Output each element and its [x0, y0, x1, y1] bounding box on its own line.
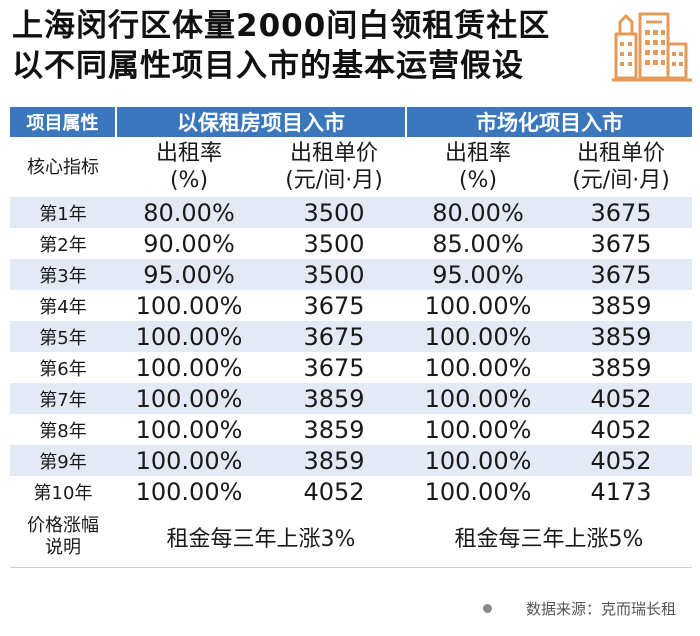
- source-text: 数据来源：克而瑞长租: [525, 600, 676, 618]
- row-year: 第9年: [10, 445, 116, 476]
- row-year: 第6年: [39, 358, 87, 380]
- cell-g1-price: 3859: [262, 383, 406, 414]
- cell-g2-rate: 80.00%: [406, 197, 550, 228]
- cell-g2-price: 3675: [590, 229, 652, 258]
- table-row: 第6年 100.00% 3675 100.00% 3859: [10, 352, 692, 383]
- buildings-icon: [612, 12, 692, 82]
- subheader-g2-rate: 出租率 (%): [444, 141, 511, 193]
- cell-g2-rate: 100.00%: [424, 415, 532, 444]
- note-market: 租金每三年上涨5%: [406, 507, 692, 568]
- subheader-g1-rate: 出租率 (%): [155, 141, 222, 193]
- cell-g2-price: 4052: [550, 445, 692, 476]
- row-year: 第5年: [10, 321, 116, 352]
- cell-g1-rate: 100.00%: [116, 383, 262, 414]
- cell-g1-rate: 100.00%: [116, 445, 262, 476]
- table-row: 第8年 100.00% 3859 100.00% 4052: [10, 414, 692, 445]
- cell-g1-rate: 100.00%: [135, 291, 243, 320]
- table-note-row: 价格涨幅 说明 租金每三年上涨3% 租金每三年上涨5%: [10, 507, 692, 568]
- header-attribute-label: 项目属性: [10, 107, 117, 137]
- cell-g2-rate: 100.00%: [424, 291, 532, 320]
- row-year: 第4年: [39, 296, 87, 318]
- cell-g1-rate: 100.00%: [116, 321, 262, 352]
- cell-g2-rate: 95.00%: [406, 259, 550, 290]
- cell-g1-price: 3500: [262, 197, 406, 228]
- assumptions-table: 项目属性 以保租房项目入市 市场化项目入市 核心指标 出租率 (%) 出租单价 …: [10, 107, 692, 568]
- header-affordable-group: 以保租房项目入市: [116, 107, 407, 137]
- table-row: 第2年 90.00% 3500 85.00% 3675: [10, 228, 692, 259]
- table-row: 第5年 100.00% 3675 100.00% 3859: [10, 321, 692, 352]
- table-row: 第3年 95.00% 3500 95.00% 3675: [10, 259, 692, 290]
- cell-g2-rate: 100.00%: [406, 383, 550, 414]
- cell-g2-rate: 100.00%: [406, 321, 550, 352]
- table-subheader-row: 核心指标 出租率 (%) 出租单价 (元/间·月) 出租率 (%) 出租单价 (…: [10, 137, 692, 197]
- cell-g2-price: 3859: [590, 291, 652, 320]
- cell-g1-price: 3675: [303, 353, 365, 382]
- cell-g2-price: 4173: [590, 477, 652, 506]
- cell-g1-price: 3859: [303, 415, 365, 444]
- row-year: 第2年: [39, 234, 87, 256]
- cell-g2-price: 3675: [550, 259, 692, 290]
- table-row: 第1年 80.00% 3500 80.00% 3675: [10, 197, 692, 228]
- cell-g2-price: 3675: [550, 197, 692, 228]
- header-market-group: 市场化项目入市: [406, 107, 692, 137]
- page-subtitle: 以不同属性项目入市的基本运营假设: [12, 48, 524, 84]
- note-affordable: 租金每三年上涨3%: [116, 507, 406, 568]
- row-year: 第1年: [10, 197, 116, 228]
- table-row: 第10年 100.00% 4052 100.00% 4173: [10, 476, 692, 507]
- cell-g2-rate: 100.00%: [406, 445, 550, 476]
- subheader-g1-price: 出租单价 (元/间·月): [285, 141, 383, 193]
- note-label: 价格涨幅 说明: [10, 507, 116, 568]
- title-block: 上海闵行区体量2000间白领租赁社区 以不同属性项目入市的基本运营假设: [12, 6, 550, 86]
- page-title: 上海闵行区体量2000间白领租赁社区: [12, 8, 551, 44]
- cell-g1-rate: 90.00%: [143, 229, 235, 258]
- cell-g1-price: 3675: [303, 291, 365, 320]
- cell-g2-rate: 85.00%: [432, 229, 524, 258]
- table-row: 第9年 100.00% 3859 100.00% 4052: [10, 445, 692, 476]
- cell-g2-rate: 100.00%: [424, 353, 532, 382]
- cell-g1-price: 3859: [262, 445, 406, 476]
- bullet-dot-icon: [482, 604, 492, 613]
- subheader-g2-price: 出租单价 (元/间·月): [572, 141, 670, 193]
- row-year: 第10年: [33, 482, 93, 504]
- cell-g1-rate: 100.00%: [135, 415, 243, 444]
- subheader-metric-label: 核心指标: [27, 156, 99, 178]
- cell-g1-price: 3500: [262, 259, 406, 290]
- cell-g1-price: 3500: [303, 229, 365, 258]
- row-year: 第3年: [10, 259, 116, 290]
- cell-g2-price: 4052: [550, 383, 692, 414]
- table-row: 第7年 100.00% 3859 100.00% 4052: [10, 383, 692, 414]
- table-row: 第4年 100.00% 3675 100.00% 3859: [10, 290, 692, 321]
- cell-g1-rate: 80.00%: [116, 197, 262, 228]
- cell-g1-rate: 100.00%: [135, 477, 243, 506]
- source-footer: 数据来源：克而瑞长租: [482, 598, 676, 619]
- cell-g2-price: 3859: [550, 321, 692, 352]
- row-year: 第8年: [39, 420, 87, 442]
- row-year: 第7年: [10, 383, 116, 414]
- cell-g1-price: 4052: [303, 477, 365, 506]
- cell-g2-price: 3859: [590, 353, 652, 382]
- cell-g1-price: 3675: [262, 321, 406, 352]
- cell-g1-rate: 100.00%: [135, 353, 243, 382]
- table-header-row: 项目属性 以保租房项目入市 市场化项目入市: [10, 107, 692, 137]
- cell-g1-rate: 95.00%: [116, 259, 262, 290]
- cell-g2-price: 4052: [590, 415, 652, 444]
- cell-g2-rate: 100.00%: [424, 477, 532, 506]
